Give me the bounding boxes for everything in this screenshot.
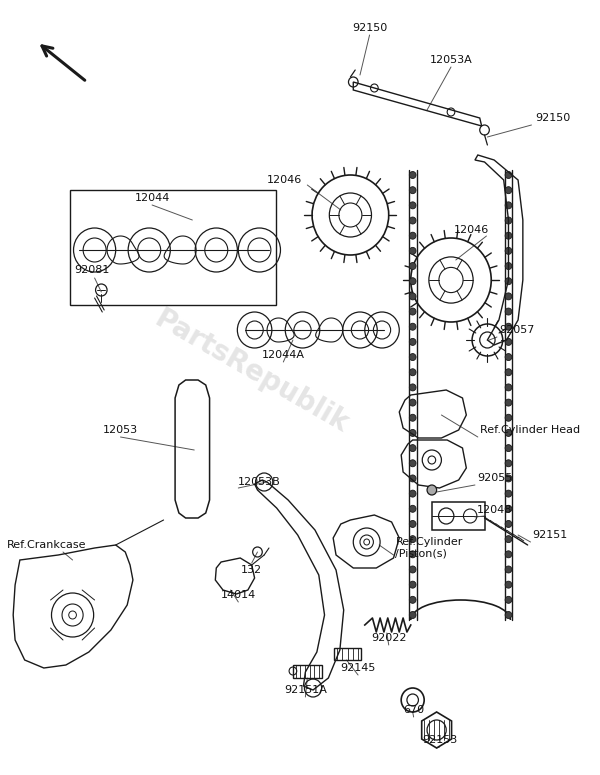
Circle shape — [505, 217, 512, 224]
Circle shape — [505, 521, 512, 528]
Circle shape — [409, 445, 416, 452]
Circle shape — [409, 293, 416, 300]
Circle shape — [505, 202, 512, 208]
Circle shape — [409, 339, 416, 346]
Circle shape — [505, 429, 512, 436]
Circle shape — [409, 490, 416, 497]
Circle shape — [409, 384, 416, 391]
Text: 12044: 12044 — [134, 193, 170, 203]
Circle shape — [409, 566, 416, 573]
Text: 12053A: 12053A — [430, 55, 472, 65]
Circle shape — [505, 247, 512, 254]
Circle shape — [409, 415, 416, 422]
Text: PartsRepublik: PartsRepublik — [150, 305, 353, 439]
Text: 670: 670 — [403, 705, 424, 715]
Text: 14014: 14014 — [221, 590, 256, 600]
Text: 92151: 92151 — [532, 530, 568, 540]
Circle shape — [505, 536, 512, 542]
Circle shape — [427, 485, 437, 495]
Circle shape — [505, 490, 512, 497]
Circle shape — [409, 460, 416, 467]
Circle shape — [409, 596, 416, 603]
Text: 92150: 92150 — [535, 113, 571, 123]
Circle shape — [505, 171, 512, 178]
Circle shape — [409, 232, 416, 239]
Circle shape — [409, 353, 416, 360]
Circle shape — [409, 369, 416, 376]
Circle shape — [409, 171, 416, 178]
Circle shape — [409, 521, 416, 528]
Circle shape — [505, 415, 512, 422]
Circle shape — [505, 566, 512, 573]
Circle shape — [409, 247, 416, 254]
Circle shape — [505, 611, 512, 618]
Text: Ref.Cylinder
/Piston(s): Ref.Cylinder /Piston(s) — [395, 537, 463, 559]
Text: 12046: 12046 — [454, 225, 490, 235]
Text: 12053B: 12053B — [238, 477, 281, 487]
Circle shape — [505, 277, 512, 284]
Circle shape — [505, 596, 512, 603]
Circle shape — [409, 551, 416, 558]
Circle shape — [505, 293, 512, 300]
Circle shape — [505, 323, 512, 330]
Text: 92057: 92057 — [499, 325, 534, 335]
Circle shape — [409, 277, 416, 284]
Circle shape — [505, 339, 512, 346]
Circle shape — [409, 263, 416, 270]
Circle shape — [409, 217, 416, 224]
Circle shape — [505, 399, 512, 406]
Circle shape — [505, 353, 512, 360]
Circle shape — [409, 505, 416, 512]
Circle shape — [505, 187, 512, 194]
Circle shape — [409, 581, 416, 588]
Circle shape — [409, 475, 416, 482]
Text: Ref.Cylinder Head: Ref.Cylinder Head — [480, 425, 580, 435]
Circle shape — [409, 323, 416, 330]
Bar — [70, 190, 275, 305]
Text: 92153: 92153 — [422, 735, 457, 745]
Circle shape — [505, 384, 512, 391]
Bar — [293, 665, 322, 678]
Circle shape — [505, 263, 512, 270]
Circle shape — [505, 475, 512, 482]
Text: 92145: 92145 — [340, 663, 376, 673]
Circle shape — [409, 308, 416, 315]
Circle shape — [505, 369, 512, 376]
Bar — [334, 648, 361, 660]
Circle shape — [505, 445, 512, 452]
Circle shape — [505, 581, 512, 588]
Text: 92081: 92081 — [74, 265, 109, 275]
Text: 132: 132 — [241, 565, 262, 575]
Text: Ref.Crankcase: Ref.Crankcase — [7, 540, 86, 550]
Circle shape — [505, 460, 512, 467]
Circle shape — [409, 611, 416, 618]
Circle shape — [409, 429, 416, 436]
Text: 92055: 92055 — [477, 473, 512, 483]
Text: 92151A: 92151A — [284, 685, 327, 695]
Text: 92022: 92022 — [371, 633, 406, 643]
Circle shape — [505, 232, 512, 239]
Text: 12048: 12048 — [477, 505, 512, 515]
Circle shape — [505, 505, 512, 512]
Circle shape — [505, 551, 512, 558]
Circle shape — [505, 308, 512, 315]
Circle shape — [409, 536, 416, 542]
Text: 12046: 12046 — [267, 175, 302, 185]
Text: 12053: 12053 — [103, 425, 138, 435]
Text: 12044A: 12044A — [262, 350, 305, 360]
Circle shape — [409, 187, 416, 194]
Text: 92150: 92150 — [352, 23, 387, 33]
Bar — [432, 502, 485, 530]
Circle shape — [409, 399, 416, 406]
Circle shape — [409, 202, 416, 208]
